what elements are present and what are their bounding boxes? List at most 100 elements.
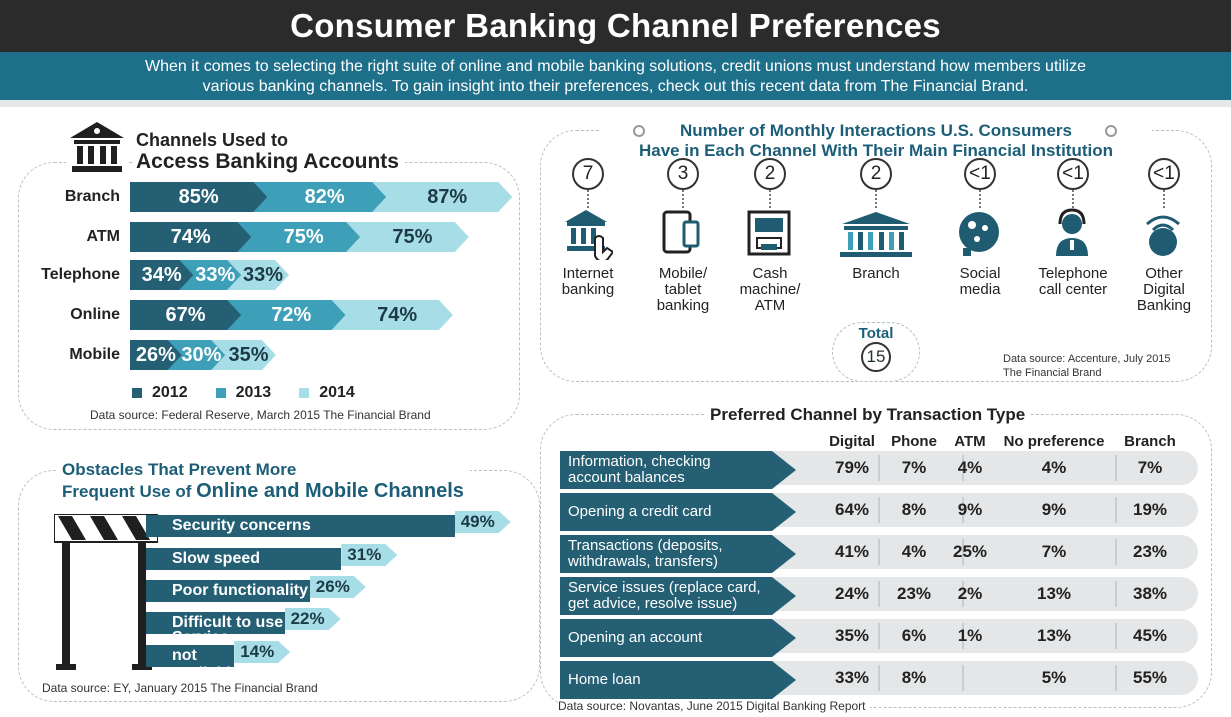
social-media-icon	[935, 208, 1025, 266]
table-cell-digital: 33%	[834, 668, 870, 687]
table-cell-digital: 35%	[834, 626, 870, 645]
label-line: banking	[656, 297, 710, 314]
tablet-phone-icon	[638, 208, 728, 266]
page-title: Consumer Banking Channel Preferences	[290, 7, 941, 44]
column-separator	[1115, 455, 1117, 481]
column-header-digital: Digital	[829, 433, 875, 450]
table-cell-branch: 45%	[1132, 626, 1168, 645]
channels-title-line-2: Access Banking Accounts	[136, 150, 399, 173]
label-line: Other	[1145, 265, 1183, 282]
interactions-title-line-2: Have in Each Channel With Their Main Fin…	[638, 141, 1113, 160]
intro-line-1: When it comes to selecting the right sui…	[145, 58, 1086, 75]
channels-title-line-1: Channels Used to	[136, 130, 289, 150]
channels-title: Channels Used to Access Banking Accounts	[134, 130, 405, 173]
column-header-no-preference: No preference	[1003, 433, 1105, 450]
table-cell-atm: 4%	[957, 458, 983, 477]
dotted-connector	[1072, 190, 1074, 208]
interaction-mobile-tablet-banking: 3 Mobile/tablet banking	[638, 158, 728, 314]
obstacles-title-line-2: Frequent Use of Online and Mobile Channe…	[62, 480, 464, 503]
table-cell-branch: 55%	[1132, 668, 1168, 687]
column-separator	[878, 455, 880, 481]
table-cell-phone: 8%	[901, 668, 927, 687]
row-label-line: account balances	[568, 469, 685, 486]
row-label-line: Transactions (deposits,	[568, 537, 723, 554]
table-cell-phone: 8%	[901, 500, 927, 519]
table-cell-atm: 2%	[957, 584, 983, 603]
channel-bar-online-2014: 74%	[332, 300, 453, 330]
table-cell-no-preference: 13%	[1036, 626, 1072, 645]
label-line: Banking	[1136, 297, 1192, 314]
table-row: Home loan 33% 8% 5% 55%	[560, 661, 1198, 699]
column-separator	[878, 539, 880, 565]
row-label: Information, checking account balances	[560, 451, 796, 489]
table-cell-digital: 79%	[834, 458, 870, 477]
headset-agent-icon	[1028, 208, 1118, 266]
interaction-label-mobile-tablet-banking: Mobile/tablet banking	[638, 266, 728, 314]
preferred-title: Preferred Channel by Transaction Type	[704, 405, 1032, 425]
column-separator	[878, 581, 880, 607]
interaction-count-cash-machine-atm: 2	[754, 158, 786, 190]
row-label-text: Home loan	[568, 672, 641, 688]
row-label-text: Service issues (replace card, get advice,…	[568, 580, 761, 612]
table-cell-atm	[930, 661, 1010, 695]
table-row: Opening a credit card 64% 8% 9% 9% 19%	[560, 493, 1198, 531]
interactions-source-line-1: Data source: Accenture, July 2015	[1003, 353, 1171, 365]
channel-bar-mobile-2013: 30%	[168, 340, 226, 370]
table-cell-branch: 38%	[1132, 584, 1168, 603]
channel-label-online: Online	[70, 306, 120, 323]
obstacle-value-3: 22%	[285, 608, 341, 630]
table-cell-branch: 19%	[1132, 500, 1168, 519]
table-cell-no-preference: 7%	[1041, 542, 1067, 561]
label-line: Digital	[1143, 281, 1185, 298]
column-separator	[962, 497, 964, 523]
row-label-text: Information, checking account balances	[568, 454, 711, 486]
column-header-branch: Branch	[1124, 433, 1176, 450]
table-cell-branch: 7%	[1137, 458, 1163, 477]
interaction-count-mobile-tablet-banking: 3	[667, 158, 699, 190]
interaction-count-social-media: <1	[964, 158, 996, 190]
obstacles-title-part-b: Online and Mobile Channels	[196, 480, 464, 502]
interaction-branch: 2 Branch	[831, 158, 921, 282]
obstacle-bar-2: Poor functionality	[146, 580, 310, 602]
column-separator	[962, 539, 964, 565]
bank-icon	[66, 118, 128, 176]
row-label: Home loan	[560, 661, 796, 699]
row-label-text: Opening an account	[568, 630, 702, 646]
intro-line-2: various banking channels. To gain insigh…	[202, 78, 1029, 95]
obstacle-value-4: 14%	[234, 641, 290, 663]
obstacles-source: Data source: EY, January 2015 The Financ…	[42, 681, 318, 695]
column-header-atm: ATM	[954, 433, 986, 450]
intro-banner: When it comes to selecting the right sui…	[0, 52, 1231, 100]
table-cell-digital: 24%	[834, 584, 870, 603]
dotted-connector	[769, 190, 771, 208]
column-separator	[1115, 623, 1117, 649]
legend-label-2013: 2013	[235, 384, 272, 401]
column-separator	[878, 497, 880, 523]
channel-bar-telephone-2012: 34%	[130, 260, 193, 290]
table-cell-no-preference: 5%	[1041, 668, 1067, 687]
table-cell-atm: 9%	[957, 500, 983, 519]
table-cell-branch: 23%	[1132, 542, 1168, 561]
row-label-line: Service issues (replace card,	[568, 579, 761, 596]
column-header-phone: Phone	[891, 433, 937, 450]
row-label-text: Opening a credit card	[568, 504, 711, 520]
column-separator	[1115, 665, 1117, 691]
label-line: Mobile/	[658, 265, 708, 282]
total-label: Total	[858, 325, 894, 342]
interaction-label-internet-banking: Internet banking	[543, 266, 633, 298]
atm-icon	[725, 208, 815, 266]
table-cell-phone: 4%	[901, 542, 927, 561]
dotted-connector	[1163, 190, 1165, 208]
channel-bar-atm-2014: 75%	[346, 222, 469, 252]
channel-bar-telephone-2014: 33%	[227, 260, 289, 290]
interaction-internet-banking: 7 Internet banking	[543, 158, 633, 298]
channel-bar-online-2012: 67%	[130, 300, 241, 330]
total-value: 15	[861, 342, 891, 372]
row-label-line: get advice, resolve issue)	[568, 595, 738, 612]
column-separator	[1115, 581, 1117, 607]
row-label-line: withdrawals, transfers)	[568, 553, 719, 570]
table-cell-digital: 64%	[834, 500, 870, 519]
label-line: ATM	[754, 297, 786, 314]
table-row: Opening an account 35% 6% 1% 13% 45%	[560, 619, 1198, 657]
interactions-title-line-1: Number of Monthly Interactions U.S. Cons…	[680, 121, 1072, 140]
